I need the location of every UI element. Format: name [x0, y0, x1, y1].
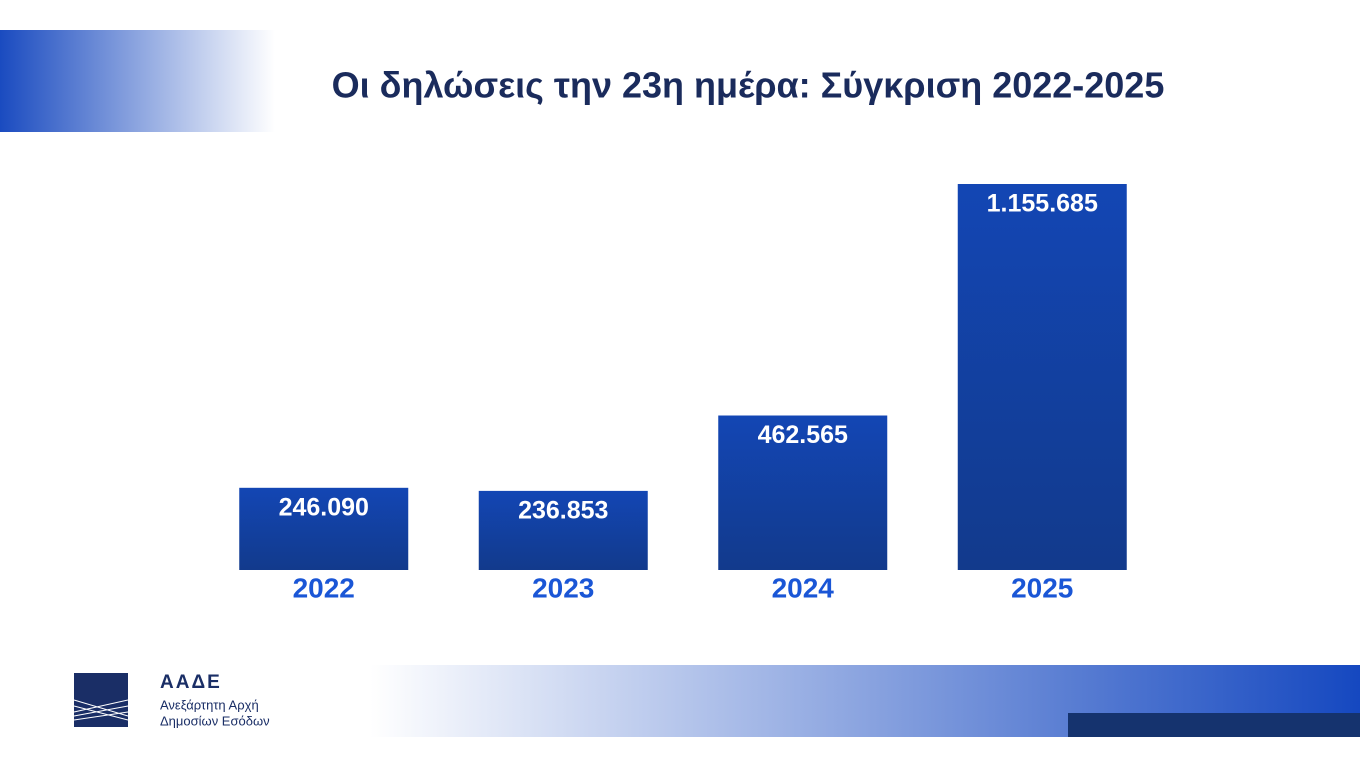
bar — [718, 415, 888, 570]
bar — [478, 490, 648, 570]
logo-mark — [73, 673, 129, 727]
logo-line: Ανεξάρτητη Αρχή — [160, 697, 259, 712]
x-tick-label: 2022 — [293, 572, 355, 603]
x-tick-label: 2025 — [1011, 572, 1073, 603]
logo-line: Δημοσίων Εσόδων — [160, 713, 270, 728]
x-tick-label: 2024 — [772, 572, 835, 603]
chart-title: Οι δηλώσεις την 23η ημέρα: Σύγκριση 2022… — [332, 65, 1165, 106]
data-label: 246.090 — [279, 493, 369, 521]
logo-name: ΑΑΔΕ — [160, 672, 222, 693]
bar — [239, 487, 409, 570]
footer-accent — [1068, 713, 1360, 737]
data-label: 236.853 — [518, 497, 608, 525]
data-label: 1.155.685 — [987, 190, 1098, 218]
bar — [957, 184, 1127, 570]
header-band — [0, 30, 275, 132]
x-tick-label: 2023 — [532, 572, 594, 603]
data-label: 462.565 — [758, 421, 848, 449]
